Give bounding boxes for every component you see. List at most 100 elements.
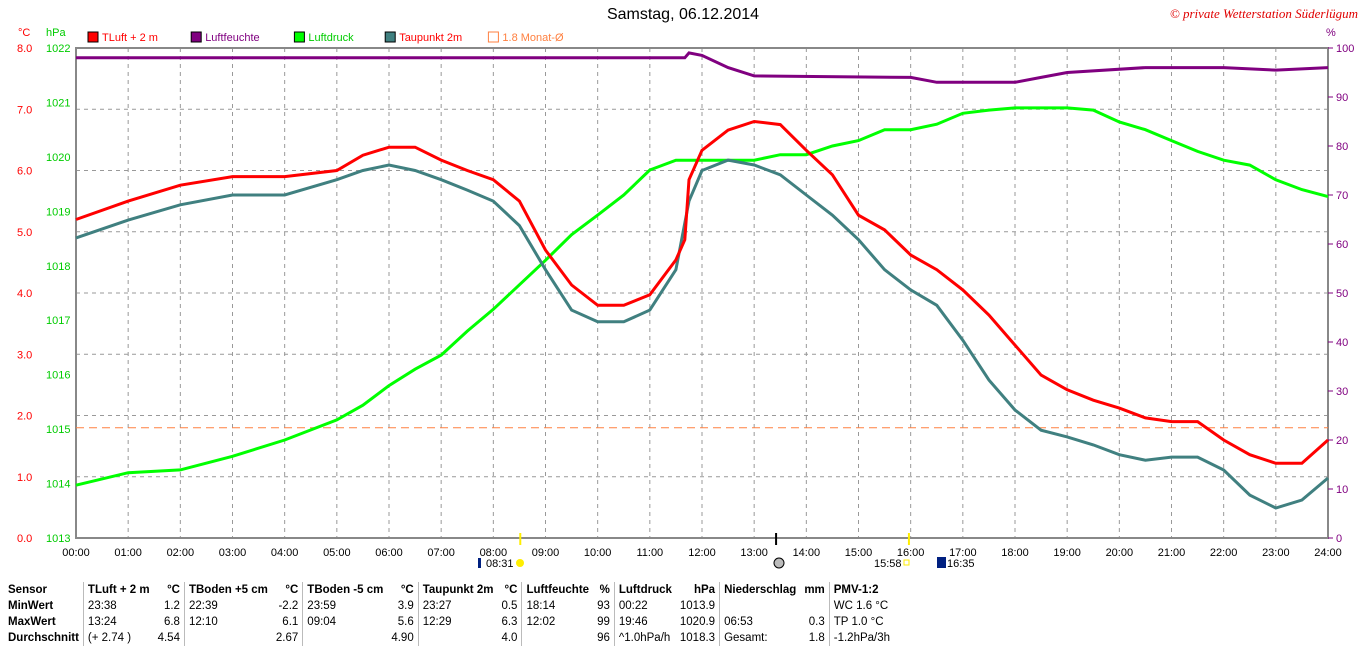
humidity-tick-label: 80 bbox=[1336, 141, 1348, 153]
legend-swatch bbox=[293, 31, 305, 43]
humidity-tick-label: 40 bbox=[1336, 337, 1348, 349]
stats-row: MinWert 23:38 1.2 22:39 -2.2 23:59 3.9 23:27 0.5… bbox=[4, 598, 894, 614]
stats-cell: °C bbox=[153, 582, 185, 598]
humidity-tick-label: 70 bbox=[1336, 190, 1348, 202]
stats-cell: 5.6 bbox=[387, 614, 419, 630]
stats-cell: 12:02 bbox=[526, 616, 556, 628]
temp-tick-label: 8.0 bbox=[17, 43, 32, 55]
legend-label: Taupunkt 2m bbox=[399, 32, 462, 44]
stats-cell: 13:24 bbox=[87, 616, 117, 628]
legend-label: TLuft + 2 m bbox=[102, 32, 158, 44]
x-tick-label: 24:00 bbox=[1314, 547, 1342, 559]
stats-cell: ^1.0hPa/h bbox=[618, 632, 671, 644]
x-tick-label: 10:00 bbox=[584, 547, 612, 559]
stats-cell: TP 1.0 °C bbox=[833, 616, 884, 628]
stats-cell: 19:46 bbox=[618, 616, 648, 628]
temp-tick-label: 4.0 bbox=[17, 288, 32, 300]
x-tick-label: 19:00 bbox=[1053, 547, 1081, 559]
stats-cell: 3.9 bbox=[387, 598, 419, 614]
stats-cell: PMV-1:2 bbox=[833, 584, 879, 596]
stats-cell: 6.8 bbox=[153, 614, 185, 630]
weather-chart: °C hPa %0.01.02.03.04.05.06.07.08.01013101… bbox=[17, 27, 1354, 570]
stats-cell: 99 bbox=[593, 614, 615, 630]
stats-cell: 1.8 bbox=[800, 630, 830, 646]
humidity-tick-label: 20 bbox=[1336, 435, 1348, 447]
stats-cell: Luftfeuchte bbox=[526, 584, 590, 596]
pressure-tick-label: 1020 bbox=[46, 152, 70, 164]
x-tick-label: 16:00 bbox=[897, 547, 925, 559]
series-taupunkt-2m bbox=[75, 158, 1329, 510]
pressure-tick-label: 1019 bbox=[46, 206, 70, 218]
stats-cell bbox=[522, 630, 593, 646]
x-tick-label: 14:00 bbox=[793, 547, 821, 559]
copyright: © private Wetterstation Süderlügum bbox=[1169, 6, 1358, 21]
stats-cell: 2.67 bbox=[271, 630, 304, 646]
stats-cell: °C bbox=[497, 582, 523, 598]
stats-cell: 93 bbox=[593, 598, 615, 614]
pressure-unit: hPa bbox=[46, 27, 66, 39]
stats-cell: 12:10 bbox=[188, 616, 218, 628]
stats-cell: °C bbox=[387, 582, 419, 598]
stats-cell bbox=[418, 630, 497, 646]
legend-swatch bbox=[87, 31, 99, 43]
humidity-tick-label: 10 bbox=[1336, 484, 1348, 496]
stats-cell: 0.3 bbox=[800, 614, 830, 630]
x-tick-label: 23:00 bbox=[1262, 547, 1290, 559]
x-tick-label: 00:00 bbox=[62, 547, 90, 559]
stats-cell: °C bbox=[271, 582, 304, 598]
stats-cell: 4.0 bbox=[497, 630, 523, 646]
stats-cell: 12:29 bbox=[422, 616, 452, 628]
stats-cell: TLuft + 2 m bbox=[87, 584, 150, 596]
stats-cell: 00:22 bbox=[618, 600, 648, 612]
x-tick-label: 21:00 bbox=[1158, 547, 1186, 559]
pressure-tick-label: 1018 bbox=[46, 261, 70, 273]
humidity-tick-label: 60 bbox=[1336, 239, 1348, 251]
x-tick-label: 20:00 bbox=[1106, 547, 1134, 559]
pressure-tick-label: 1013 bbox=[46, 533, 70, 545]
stats-cell: 6.3 bbox=[497, 614, 523, 630]
humidity-unit: % bbox=[1326, 27, 1336, 39]
pressure-tick-label: 1015 bbox=[46, 424, 70, 436]
sunset-icon bbox=[903, 559, 910, 566]
stats-cell: % bbox=[593, 582, 615, 598]
stats-cell: Taupunkt 2m bbox=[422, 584, 494, 596]
series-luftfeuchte bbox=[76, 51, 1329, 84]
temp-tick-label: 6.0 bbox=[17, 166, 32, 178]
stats-cell: Durchschnitt bbox=[4, 630, 84, 646]
sunrise-time: 08:31 bbox=[486, 558, 514, 570]
temp-tick-label: 2.0 bbox=[17, 411, 32, 423]
pressure-tick-label: 1014 bbox=[46, 479, 70, 491]
stats-table: Sensor TLuft + 2 m °C TBoden +5 cm °C TBoden … bbox=[4, 582, 894, 646]
stats-cell bbox=[800, 598, 830, 614]
stats-cell bbox=[720, 598, 801, 614]
series-tluft-2-m bbox=[75, 119, 1329, 465]
moonset-icon bbox=[937, 557, 946, 568]
stats-row: MaxWert 13:24 6.8 12:10 6.1 09:04 5.6 12:29 6.3 1… bbox=[4, 614, 894, 630]
stats-header-row: Sensor TLuft + 2 m °C TBoden +5 cm °C TBoden … bbox=[4, 582, 894, 598]
stats-cell: hPa bbox=[675, 582, 721, 598]
x-tick-label: 04:00 bbox=[271, 547, 299, 559]
stats-cell: 1013.9 bbox=[675, 598, 721, 614]
x-tick-label: 22:00 bbox=[1210, 547, 1238, 559]
x-tick-label: 13:00 bbox=[740, 547, 768, 559]
stats-cell: 96 bbox=[593, 630, 615, 646]
humidity-tick-label: 0 bbox=[1336, 533, 1342, 545]
legend-label: 1.8 Monat-Ø bbox=[502, 32, 564, 44]
stats-cell bbox=[184, 630, 271, 646]
stats-cell: 18:14 bbox=[526, 600, 556, 612]
x-tick-label: 18:00 bbox=[1001, 547, 1029, 559]
humidity-tick-label: 50 bbox=[1336, 288, 1348, 300]
x-tick-label: 17:00 bbox=[949, 547, 977, 559]
moon-phase-icon bbox=[773, 557, 785, 569]
temp-tick-label: 0.0 bbox=[17, 533, 32, 545]
sunset-time: 15:58 bbox=[874, 558, 902, 570]
x-tick-label: 01:00 bbox=[114, 547, 142, 559]
stats-cell: 23:59 bbox=[307, 600, 337, 612]
stats-cell: TBoden -5 cm bbox=[307, 584, 384, 596]
stats-cell: 6.1 bbox=[271, 614, 304, 630]
stats-cell: WC 1.6 °C bbox=[833, 600, 889, 612]
humidity-tick-label: 30 bbox=[1336, 386, 1348, 398]
legend-label: Luftdruck bbox=[308, 32, 354, 44]
stats-cell: 1018.3 bbox=[675, 630, 721, 646]
stats-cell: 1.2 bbox=[153, 598, 185, 614]
